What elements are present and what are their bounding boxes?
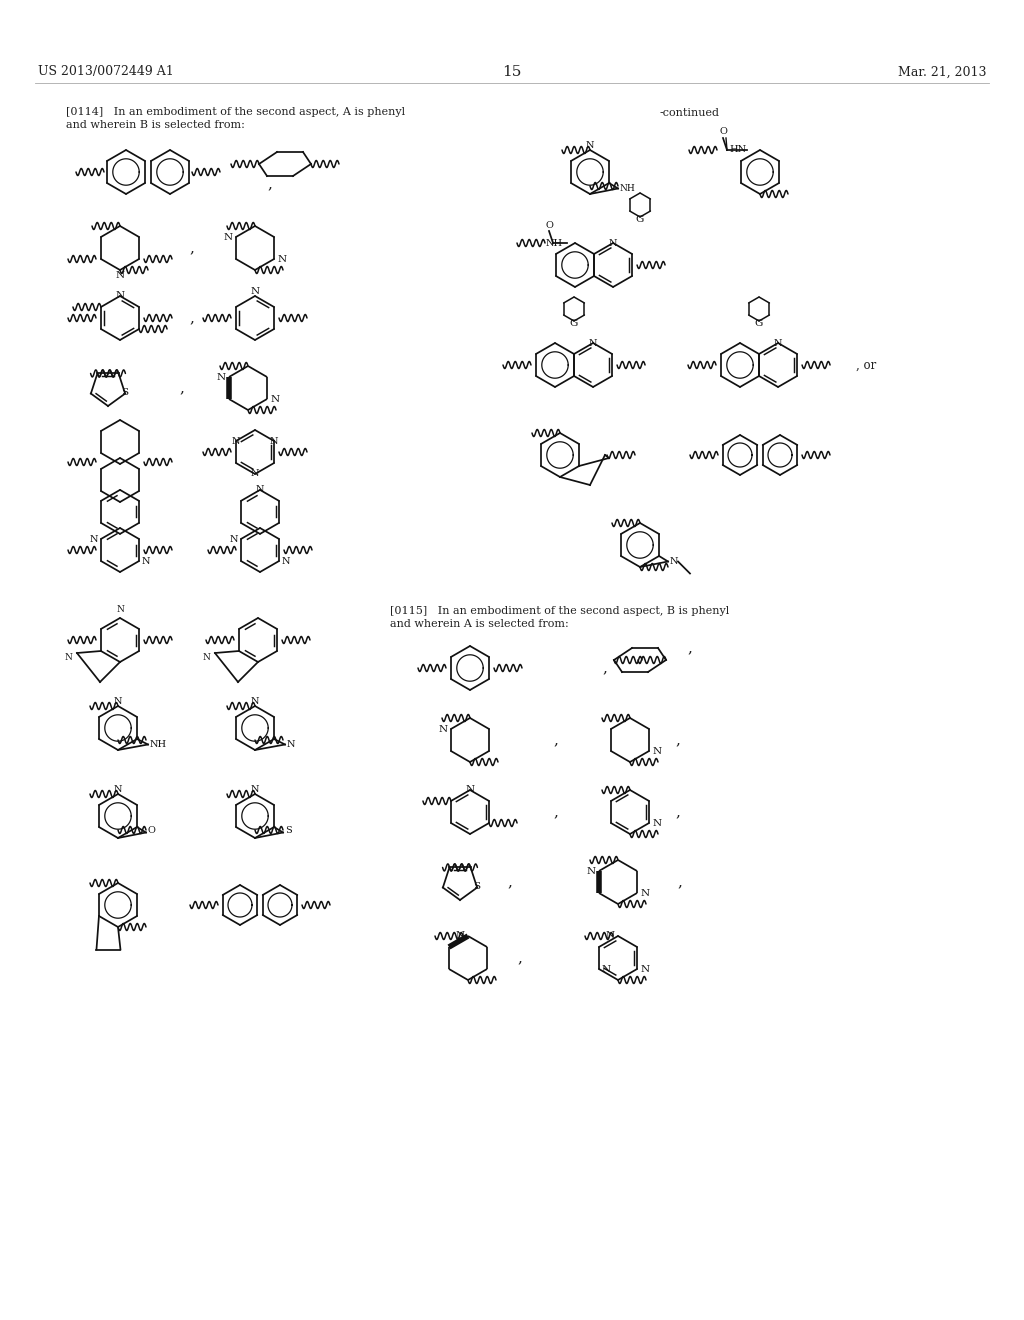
Text: [0115]   In an embodiment of the second aspect, B is phenyl: [0115] In an embodiment of the second as…	[390, 606, 729, 616]
Text: N: N	[774, 338, 782, 347]
Text: N: N	[217, 372, 226, 381]
Text: ,: ,	[676, 733, 680, 747]
Text: US 2013/0072449 A1: US 2013/0072449 A1	[38, 66, 174, 78]
Text: N: N	[116, 606, 124, 615]
Text: and wherein A is selected from:: and wherein A is selected from:	[390, 619, 568, 630]
Text: N: N	[278, 255, 286, 264]
Text: ,: ,	[602, 661, 607, 675]
Text: N: N	[270, 395, 280, 404]
Text: N: N	[606, 932, 615, 940]
Text: ,: ,	[517, 950, 522, 965]
Text: ,: ,	[189, 312, 195, 325]
Text: N: N	[251, 288, 259, 297]
Text: N: N	[282, 557, 291, 565]
Text: ,: ,	[554, 805, 558, 818]
Text: N: N	[466, 785, 474, 795]
Text: NH: NH	[150, 741, 167, 748]
Text: ,: ,	[678, 875, 682, 888]
Text: N: N	[652, 818, 662, 828]
Text: G: G	[636, 214, 644, 223]
Text: N: N	[251, 784, 259, 793]
Text: N: N	[269, 437, 279, 446]
Text: G: G	[755, 318, 763, 327]
Text: N: N	[609, 239, 617, 248]
Text: [0114]   In an embodiment of the second aspect, A is phenyl: [0114] In an embodiment of the second as…	[66, 107, 406, 117]
Text: ,: ,	[189, 242, 195, 255]
Text: N: N	[439, 725, 447, 734]
Text: N: N	[640, 888, 649, 898]
Text: O: O	[148, 826, 156, 836]
Text: N: N	[116, 271, 125, 280]
Text: and wherein B is selected from:: and wherein B is selected from:	[66, 120, 245, 129]
Text: N: N	[652, 747, 662, 755]
Text: N: N	[114, 697, 122, 705]
Text: NH: NH	[620, 183, 636, 193]
Text: N: N	[640, 965, 649, 974]
Text: N: N	[116, 292, 125, 301]
Text: ,: ,	[554, 733, 558, 747]
Text: N: N	[670, 557, 679, 566]
Text: N: N	[589, 338, 597, 347]
Text: N: N	[224, 232, 232, 242]
Text: ,: ,	[687, 642, 692, 655]
Text: N: N	[65, 653, 72, 663]
Text: NH: NH	[546, 239, 563, 248]
Text: N: N	[114, 784, 122, 793]
Text: N: N	[231, 437, 241, 446]
Text: N: N	[602, 965, 611, 974]
Text: S: S	[285, 826, 292, 836]
Text: N: N	[287, 741, 296, 748]
Text: 15: 15	[503, 65, 521, 79]
Text: ,: ,	[508, 875, 512, 888]
Text: ,: ,	[179, 381, 184, 395]
Text: N: N	[229, 535, 238, 544]
Text: G: G	[569, 318, 579, 327]
Text: N: N	[587, 866, 596, 875]
Text: N: N	[89, 535, 98, 544]
Text: ,: ,	[267, 177, 272, 191]
Text: N: N	[586, 141, 594, 150]
Text: N: N	[142, 557, 151, 565]
Text: HN: HN	[730, 145, 746, 154]
Text: Mar. 21, 2013: Mar. 21, 2013	[897, 66, 986, 78]
Text: S: S	[473, 882, 480, 891]
Text: , or: , or	[856, 359, 877, 371]
Text: ,: ,	[676, 805, 680, 818]
Text: N: N	[256, 486, 264, 495]
Text: N: N	[251, 470, 259, 479]
Text: N: N	[456, 932, 465, 940]
Text: S: S	[122, 388, 129, 397]
Text: -continued: -continued	[660, 108, 720, 117]
Text: O: O	[545, 220, 553, 230]
Text: N: N	[251, 697, 259, 705]
Text: N: N	[202, 653, 210, 663]
Text: O: O	[719, 128, 727, 136]
